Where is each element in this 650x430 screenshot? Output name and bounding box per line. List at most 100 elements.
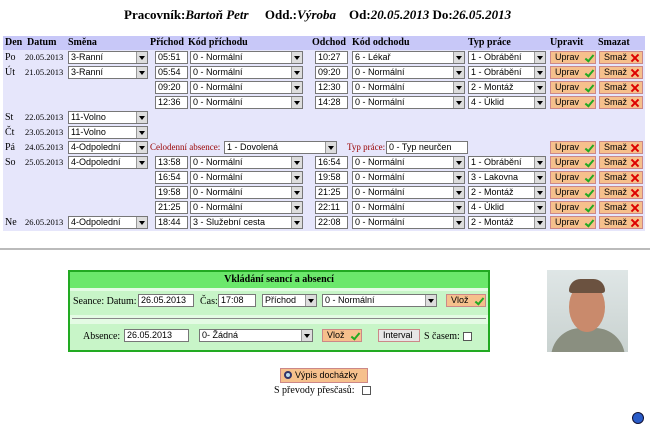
arrival-code[interactable]: 0 - Normální (190, 96, 303, 109)
delete-button[interactable]: Smaž (599, 96, 643, 109)
arrival-code[interactable]: 0 - Normální (190, 171, 303, 184)
departure-code[interactable]: 0 - Normální (352, 96, 465, 109)
departure-time[interactable]: 09:20 (315, 66, 348, 79)
departure-time-text: 21:25 (318, 187, 341, 197)
arrival-code[interactable]: 0 - Normální (190, 81, 303, 94)
edit-button[interactable]: Uprav (550, 66, 596, 79)
arrival-code[interactable]: 0 - Normální (190, 51, 303, 64)
edit-button[interactable]: Uprav (550, 96, 596, 109)
edit-button[interactable]: Uprav (550, 141, 596, 154)
delete-button-text: Smaž (604, 142, 628, 152)
departure-time[interactable]: 10:27 (315, 51, 348, 64)
arrival-time[interactable]: 19:58 (155, 186, 188, 199)
work-type-select[interactable]: 0 - Typ neurčen (386, 141, 468, 154)
work-type[interactable]: 2 - Montáž (468, 186, 546, 199)
report-button[interactable]: Výpis docházky (280, 368, 368, 383)
departure-code[interactable]: 0 - Normální (352, 201, 465, 214)
delete-button[interactable]: Smaž (599, 156, 643, 169)
edit-button[interactable]: Uprav (550, 216, 596, 229)
departure-time[interactable]: 19:58 (315, 171, 348, 184)
absence-code-select[interactable]: 0- Žádná (199, 329, 313, 342)
insert-seance-button[interactable]: Vlož (446, 294, 486, 307)
shift-select[interactable]: 4-Odpolední (68, 216, 148, 229)
edit-button-text: Uprav (555, 202, 580, 212)
help-icon[interactable] (632, 412, 644, 424)
shift-select[interactable]: 3-Ranní (68, 51, 148, 64)
insert-absence-button[interactable]: Vlož (322, 329, 362, 342)
delete-button[interactable]: Smaž (599, 216, 643, 229)
edit-button[interactable]: Uprav (550, 171, 596, 184)
shift-select-text: 4-Odpolední (71, 217, 121, 227)
delete-button[interactable]: Smaž (599, 186, 643, 199)
departure-time[interactable]: 12:30 (315, 81, 348, 94)
arrival-code[interactable]: 0 - Normální (190, 66, 303, 79)
direction-select[interactable]: Příchod (262, 294, 317, 307)
arrival-time[interactable]: 09:20 (155, 81, 188, 94)
departure-code-text: 0 - Normální (355, 157, 405, 167)
arrival-time[interactable]: 05:51 (155, 51, 188, 64)
departure-time[interactable]: 16:54 (315, 156, 348, 169)
departure-time[interactable]: 22:11 (315, 201, 348, 214)
delete-button[interactable]: Smaž (599, 141, 643, 154)
interval-button[interactable]: Interval (378, 329, 420, 342)
arrival-time[interactable]: 21:25 (155, 201, 188, 214)
delete-button[interactable]: Smaž (599, 81, 643, 94)
arrival-time[interactable]: 18:44 (155, 216, 188, 229)
seance-code-select-text: 0 - Normální (325, 295, 375, 305)
check-icon (474, 295, 485, 306)
arrival-code[interactable]: 3 - Služební cesta (190, 216, 303, 229)
arrival-code[interactable]: 0 - Normální (190, 186, 303, 199)
departure-time[interactable]: 22:08 (315, 216, 348, 229)
departure-code[interactable]: 0 - Normální (352, 81, 465, 94)
absence-label: Absence: (83, 330, 120, 343)
shift-select[interactable]: 3-Ranní (68, 66, 148, 79)
departure-code[interactable]: 0 - Normální (352, 186, 465, 199)
departure-code[interactable]: 6 - Lékař (352, 51, 465, 64)
time-input[interactable]: 17:08 (218, 294, 256, 307)
with-time-checkbox[interactable] (463, 332, 472, 341)
work-type[interactable]: 2 - Montáž (468, 216, 546, 229)
edit-button[interactable]: Uprav (550, 51, 596, 64)
dropdown-arrow (291, 187, 302, 198)
edit-button[interactable]: Uprav (550, 81, 596, 94)
departure-code[interactable]: 0 - Normální (352, 156, 465, 169)
dropdown-arrow (325, 142, 336, 153)
delete-button[interactable]: Smaž (599, 201, 643, 214)
work-type-text: 3 - Lakovna (471, 172, 519, 182)
work-type[interactable]: 1 - Obrábění (468, 51, 546, 64)
work-type[interactable]: 3 - Lakovna (468, 171, 546, 184)
work-type[interactable]: 1 - Obrábění (468, 66, 546, 79)
delete-button[interactable]: Smaž (599, 171, 643, 184)
departure-code[interactable]: 0 - Normální (352, 66, 465, 79)
edit-button[interactable]: Uprav (550, 186, 596, 199)
seance-code-select[interactable]: 0 - Normální (322, 294, 437, 307)
work-type[interactable]: 2 - Montáž (468, 81, 546, 94)
seance-date[interactable]: 26.05.2013 (138, 294, 194, 307)
delete-button[interactable]: Smaž (599, 51, 643, 64)
departure-time[interactable]: 21:25 (315, 186, 348, 199)
work-type[interactable]: 1 - Obrábění (468, 156, 546, 169)
departure-time[interactable]: 14:28 (315, 96, 348, 109)
shift-select[interactable]: 4-Odpolední (68, 141, 148, 154)
work-type[interactable]: 4 - Úklid (468, 96, 546, 109)
absence-date[interactable]: 26.05.2013 (124, 329, 189, 342)
shift-select[interactable]: 11-Volno (68, 126, 148, 139)
arrival-code[interactable]: 0 - Normální (190, 156, 303, 169)
arrival-time[interactable]: 12:36 (155, 96, 188, 109)
departure-code[interactable]: 0 - Normální (352, 216, 465, 229)
edit-button[interactable]: Uprav (550, 156, 596, 169)
overtime-checkbox[interactable] (362, 386, 371, 395)
absence-select[interactable]: 1 - Dovolená (224, 141, 337, 154)
arrival-time[interactable]: 05:54 (155, 66, 188, 79)
work-type[interactable]: 4 - Úklid (468, 201, 546, 214)
arrival-time[interactable]: 13:58 (155, 156, 188, 169)
arrival-time[interactable]: 16:54 (155, 171, 188, 184)
departure-code[interactable]: 0 - Normální (352, 171, 465, 184)
arrival-code[interactable]: 0 - Normální (190, 201, 303, 214)
edit-button[interactable]: Uprav (550, 201, 596, 214)
shift-select[interactable]: 4-Odpolední (68, 156, 148, 169)
dropdown-arrow (136, 112, 147, 123)
dept-label: Odd.: (264, 7, 298, 22)
shift-select[interactable]: 11-Volno (68, 111, 148, 124)
delete-button[interactable]: Smaž (599, 66, 643, 79)
